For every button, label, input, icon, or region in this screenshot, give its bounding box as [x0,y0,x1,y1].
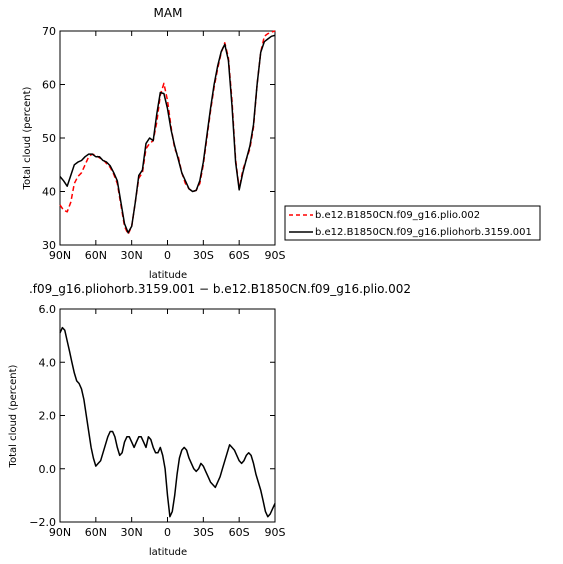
bottom-y-axis-label: Total cloud (percent) [8,364,19,468]
top-y-axis-label: Total cloud (percent) [22,86,33,190]
top-panel: MAM 30 40 50 60 70 90N 60N 30N 0 30S 60S 90S latit… [22,6,286,281]
bottom-x-axis-label: latitude [149,547,187,558]
bottom-x-ticks: 90N 60N 30N 0 30S 60S 90S [49,309,286,539]
bottom-y-ticks: −2.0 0.0 2.0 4.0 6.0 [29,303,275,529]
top-plot-frame [59,30,276,246]
x-tick-label: 30N [121,249,143,262]
top-chart-title: MAM [154,6,183,20]
bottom-panel: .f09_g16.pliohorb.3159.001 − b.e12.B1850… [8,282,411,558]
top-y-ticks: 30 40 50 60 70 [42,25,275,252]
x-tick-label: 0 [164,526,171,539]
y-tick-label: 50 [42,132,56,145]
y-tick-label: 70 [42,25,56,38]
x-tick-label: 90S [265,526,286,539]
top-series-lines [59,30,276,236]
series-line-0-1 [59,34,276,234]
x-tick-label: 30N [121,526,143,539]
y-tick-label: −2.0 [29,516,56,529]
legend-label-plio: b.e12.B1850CN.f09_g16.plio.002 [315,210,480,221]
x-tick-label: 30S [193,249,214,262]
x-tick-label: 60S [229,249,250,262]
legend: b.e12.B1850CN.f09_g16.plio.002 b.e12.B18… [284,205,541,241]
y-tick-label: 30 [42,239,56,252]
x-tick-label: 60S [229,526,250,539]
series-line-1-0 [59,326,276,518]
x-tick-label: 30S [193,526,214,539]
y-tick-label: 6.0 [39,303,57,316]
legend-label-pliohorb: b.e12.B1850CN.f09_g16.pliohorb.3159.001 [315,227,532,238]
top-x-axis-label: latitude [149,270,187,281]
y-tick-label: 4.0 [39,356,57,369]
top-x-ticks: 90N 60N 30N 0 30S 60S 90S [49,31,286,262]
x-tick-label: 60N [85,249,107,262]
x-tick-label: 90S [265,249,286,262]
bottom-series-lines [59,326,276,518]
series-line-0-0 [59,30,276,236]
x-tick-label: 90N [49,249,71,262]
y-tick-label: 0.0 [39,463,57,476]
x-tick-label: 90N [49,526,71,539]
y-tick-label: 40 [42,186,56,199]
legend-box [284,205,541,241]
y-tick-label: 2.0 [39,410,57,423]
x-tick-label: 0 [164,249,171,262]
bottom-chart-title: .f09_g16.pliohorb.3159.001 − b.e12.B1850… [29,282,411,296]
x-tick-label: 60N [85,526,107,539]
y-tick-label: 60 [42,79,56,92]
